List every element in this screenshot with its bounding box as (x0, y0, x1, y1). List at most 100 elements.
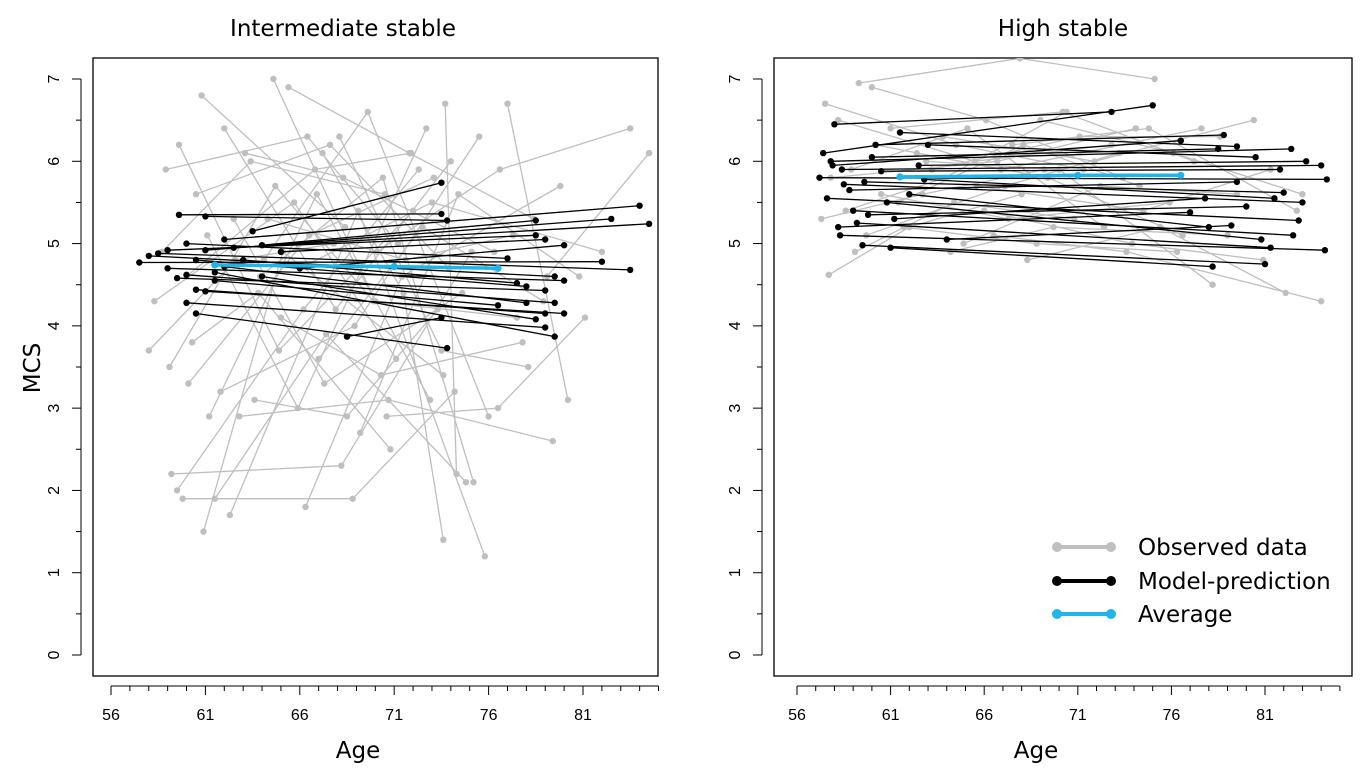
x-tick-label: 81 (574, 707, 592, 724)
model-point (221, 236, 228, 243)
model-point (164, 265, 171, 272)
observed-point (1318, 298, 1325, 305)
observed-line (858, 58, 1155, 84)
model-point (1233, 178, 1241, 186)
model-point (173, 274, 181, 282)
model-point (1149, 102, 1156, 109)
model-point (504, 255, 511, 262)
model-point (1228, 222, 1235, 229)
model-point (836, 232, 844, 239)
series-average (211, 261, 502, 272)
observed-point (326, 141, 334, 148)
observed-point (440, 536, 447, 543)
observed-point (835, 116, 842, 124)
model-point (872, 141, 879, 148)
y-axis-title: MCS (20, 343, 46, 394)
model-point (551, 273, 558, 280)
model-point (438, 179, 445, 186)
model-point (915, 162, 922, 169)
model-point (840, 181, 847, 188)
model-line (214, 271, 555, 338)
y-tick-label: 7 (46, 74, 63, 83)
model-point (598, 258, 606, 265)
average-point (390, 263, 398, 271)
observed-point (509, 232, 517, 239)
model-point (202, 288, 209, 295)
observed-point (419, 223, 426, 231)
model-point (155, 250, 162, 257)
model-point (1215, 145, 1222, 153)
model-point (513, 279, 521, 287)
plot-frame (773, 57, 1353, 677)
average-point (494, 264, 502, 272)
observed-point (302, 503, 309, 511)
observed-point (576, 273, 583, 280)
model-point (853, 219, 861, 227)
model-line (856, 222, 1271, 249)
legend-average-marker (1106, 609, 1116, 619)
observed-point (241, 149, 249, 157)
model-point (1271, 195, 1278, 202)
observed-point (438, 347, 445, 354)
observed-point (549, 437, 556, 445)
model-line (841, 164, 1322, 171)
observed-point (192, 191, 200, 198)
model-line (178, 213, 442, 216)
model-point (1243, 203, 1250, 210)
model-point (542, 310, 549, 317)
model-point (551, 299, 558, 306)
model-line (881, 168, 1281, 172)
model-point (896, 129, 904, 136)
observed-point (336, 133, 343, 140)
model-point (523, 283, 530, 290)
model-line (167, 267, 565, 282)
observed-point (434, 306, 441, 313)
observed-point (221, 125, 228, 132)
observed-point (485, 413, 492, 420)
model-point (532, 316, 539, 323)
observed-point (964, 125, 971, 132)
observed-point (863, 232, 870, 239)
model-point (192, 256, 200, 264)
model-point (1233, 143, 1241, 150)
observed-point (285, 84, 292, 91)
observed-line (506, 103, 569, 401)
model-line (909, 193, 1209, 228)
observed-point (166, 363, 173, 371)
x-tick-label: 81 (1256, 707, 1274, 724)
model-point (1280, 189, 1287, 196)
observed-point (311, 166, 319, 173)
observed-point (1020, 141, 1027, 148)
observed-point (340, 174, 347, 181)
model-point (258, 273, 266, 280)
model-point (542, 324, 549, 331)
observed-point (332, 306, 339, 313)
observed-point (1128, 240, 1136, 247)
model-point (523, 299, 530, 306)
x-tick-label: 71 (385, 707, 403, 724)
model-point (183, 240, 190, 247)
observed-point (430, 174, 437, 181)
panel-intermediate-stable: Intermediate stable Age MCS 56 61 66 71 76 81… (20, 16, 660, 764)
observed-point (928, 166, 935, 173)
observed-point (351, 322, 358, 330)
model-point (438, 210, 445, 218)
model-line (832, 140, 1181, 167)
observed-point (277, 314, 285, 321)
model-line (875, 134, 1224, 146)
model-point (864, 211, 872, 218)
observed-point (627, 125, 634, 132)
model-point (494, 302, 502, 309)
data-layer (816, 58, 1331, 305)
model-point (443, 217, 451, 224)
model-point (1267, 244, 1274, 251)
model-line (205, 215, 448, 222)
observed-point (408, 149, 415, 157)
model-point (1220, 131, 1228, 139)
model-point (1323, 176, 1331, 183)
observed-point (217, 388, 224, 395)
observed-point (272, 182, 279, 190)
legend-average-label: Average (1138, 602, 1232, 628)
model-point (202, 213, 209, 220)
